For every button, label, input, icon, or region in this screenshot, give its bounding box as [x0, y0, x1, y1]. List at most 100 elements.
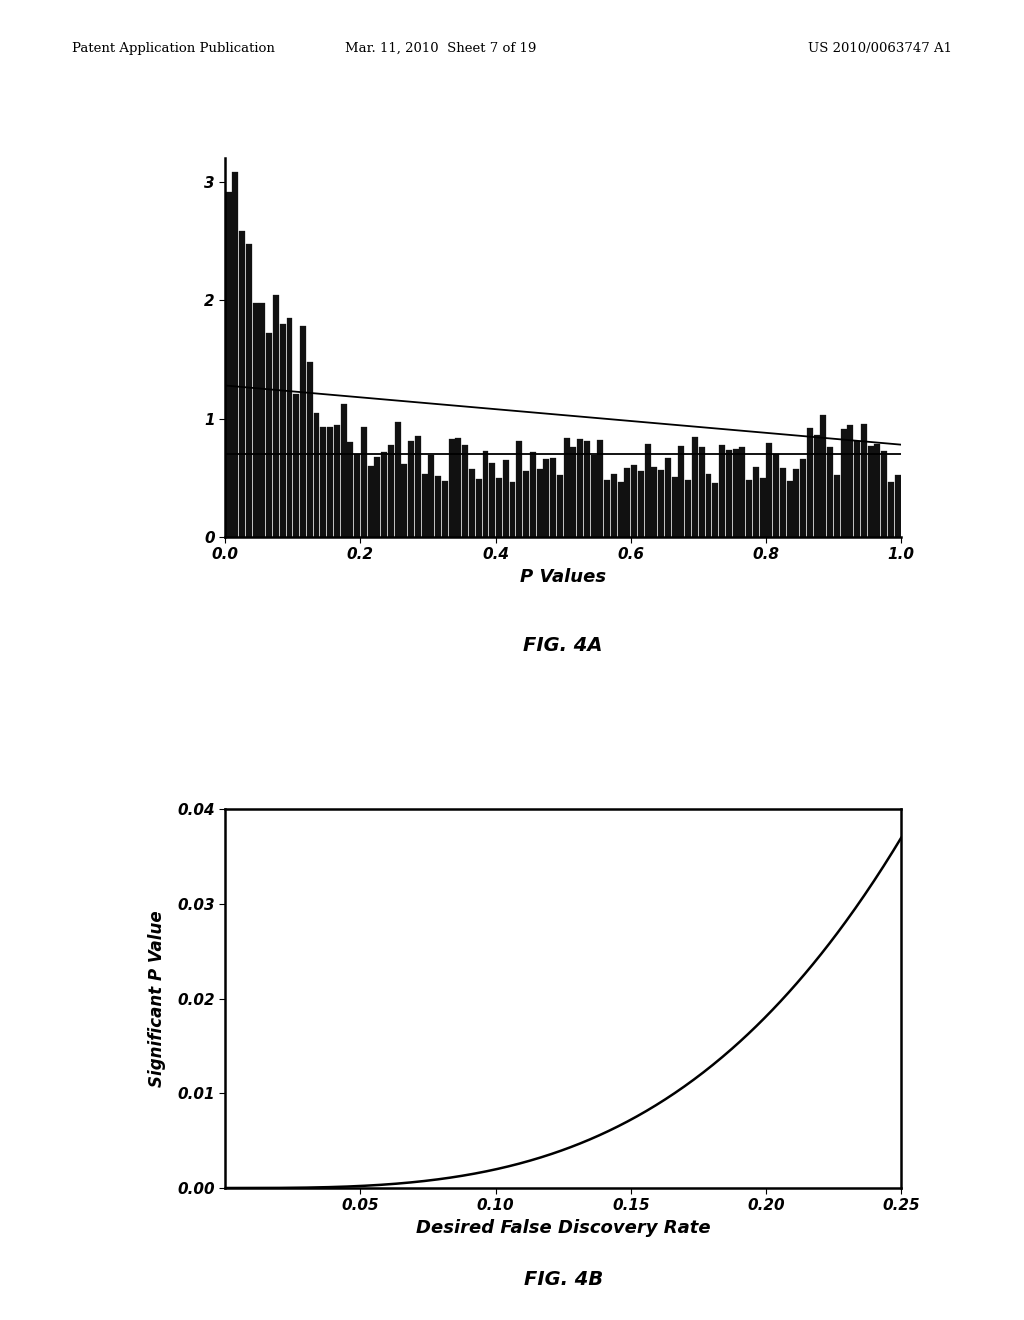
Bar	[854, 441, 860, 537]
Bar	[557, 475, 563, 537]
Bar	[753, 467, 759, 537]
Bar	[287, 318, 293, 537]
Bar	[300, 326, 306, 537]
Bar	[253, 304, 259, 537]
Bar	[732, 449, 738, 537]
Bar	[273, 294, 279, 537]
Bar	[604, 479, 610, 537]
Bar	[293, 393, 299, 537]
Bar	[827, 447, 834, 537]
Bar	[895, 475, 901, 537]
Bar	[780, 469, 785, 537]
Bar	[584, 441, 590, 537]
Bar	[409, 441, 414, 537]
Bar	[225, 193, 231, 537]
Bar	[476, 479, 481, 537]
Bar	[679, 446, 684, 537]
Bar	[834, 474, 840, 537]
Bar	[631, 466, 637, 537]
Bar	[334, 425, 340, 537]
Bar	[550, 458, 556, 537]
Bar	[327, 428, 333, 537]
Bar	[874, 444, 881, 537]
Bar	[428, 455, 434, 537]
Text: FIG. 4B: FIG. 4B	[523, 1270, 603, 1288]
Bar	[240, 231, 245, 537]
Bar	[800, 458, 806, 537]
Bar	[307, 362, 312, 537]
Bar	[435, 475, 441, 537]
Bar	[807, 428, 813, 537]
Bar	[375, 457, 380, 537]
Bar	[578, 440, 583, 537]
Bar	[820, 416, 826, 537]
Bar	[482, 451, 488, 537]
Bar	[719, 445, 725, 537]
Bar	[523, 471, 529, 537]
Bar	[625, 469, 631, 537]
Bar	[611, 474, 616, 537]
Bar	[672, 477, 678, 537]
Bar	[489, 463, 496, 537]
Bar	[713, 483, 718, 537]
Bar	[388, 445, 394, 537]
Bar	[368, 466, 374, 537]
Bar	[360, 428, 367, 537]
Text: FIG. 4A: FIG. 4A	[523, 636, 603, 655]
Bar	[422, 474, 428, 537]
Bar	[746, 480, 752, 537]
Bar	[462, 445, 468, 537]
Bar	[645, 445, 650, 537]
Bar	[591, 455, 597, 537]
Bar	[773, 454, 779, 537]
Bar	[638, 471, 644, 537]
Bar	[685, 480, 691, 537]
Bar	[266, 333, 272, 537]
Bar	[503, 461, 509, 537]
Bar	[544, 459, 549, 537]
Bar	[597, 440, 603, 537]
X-axis label: P Values: P Values	[520, 568, 606, 586]
Y-axis label: Significant P Value: Significant P Value	[148, 911, 166, 1088]
Bar	[706, 474, 712, 537]
Bar	[617, 482, 624, 537]
Bar	[665, 458, 671, 537]
Bar	[341, 404, 346, 537]
Bar	[529, 453, 536, 537]
Bar	[570, 447, 577, 537]
Bar	[516, 441, 522, 537]
Bar	[658, 470, 665, 537]
Bar	[394, 422, 400, 537]
Text: Mar. 11, 2010  Sheet 7 of 19: Mar. 11, 2010 Sheet 7 of 19	[345, 42, 536, 55]
Bar	[415, 436, 421, 537]
X-axis label: Desired False Discovery Rate: Desired False Discovery Rate	[416, 1218, 711, 1237]
Bar	[794, 469, 800, 537]
Bar	[882, 451, 887, 537]
Bar	[888, 482, 894, 537]
Bar	[442, 480, 447, 537]
Bar	[698, 447, 705, 537]
Bar	[401, 463, 408, 537]
Bar	[456, 438, 462, 537]
Bar	[563, 438, 569, 537]
Bar	[510, 482, 515, 537]
Bar	[381, 451, 387, 537]
Bar	[861, 425, 867, 537]
Bar	[449, 438, 455, 537]
Bar	[726, 450, 732, 537]
Bar	[232, 172, 239, 537]
Bar	[814, 434, 819, 537]
Bar	[496, 478, 502, 537]
Text: Patent Application Publication: Patent Application Publication	[72, 42, 274, 55]
Bar	[354, 454, 360, 537]
Bar	[313, 413, 319, 537]
Bar	[848, 425, 853, 537]
Bar	[786, 480, 793, 537]
Bar	[760, 478, 766, 537]
Bar	[537, 469, 543, 537]
Bar	[867, 446, 873, 537]
Bar	[692, 437, 698, 537]
Bar	[259, 304, 265, 537]
Bar	[347, 442, 353, 537]
Bar	[280, 323, 286, 537]
